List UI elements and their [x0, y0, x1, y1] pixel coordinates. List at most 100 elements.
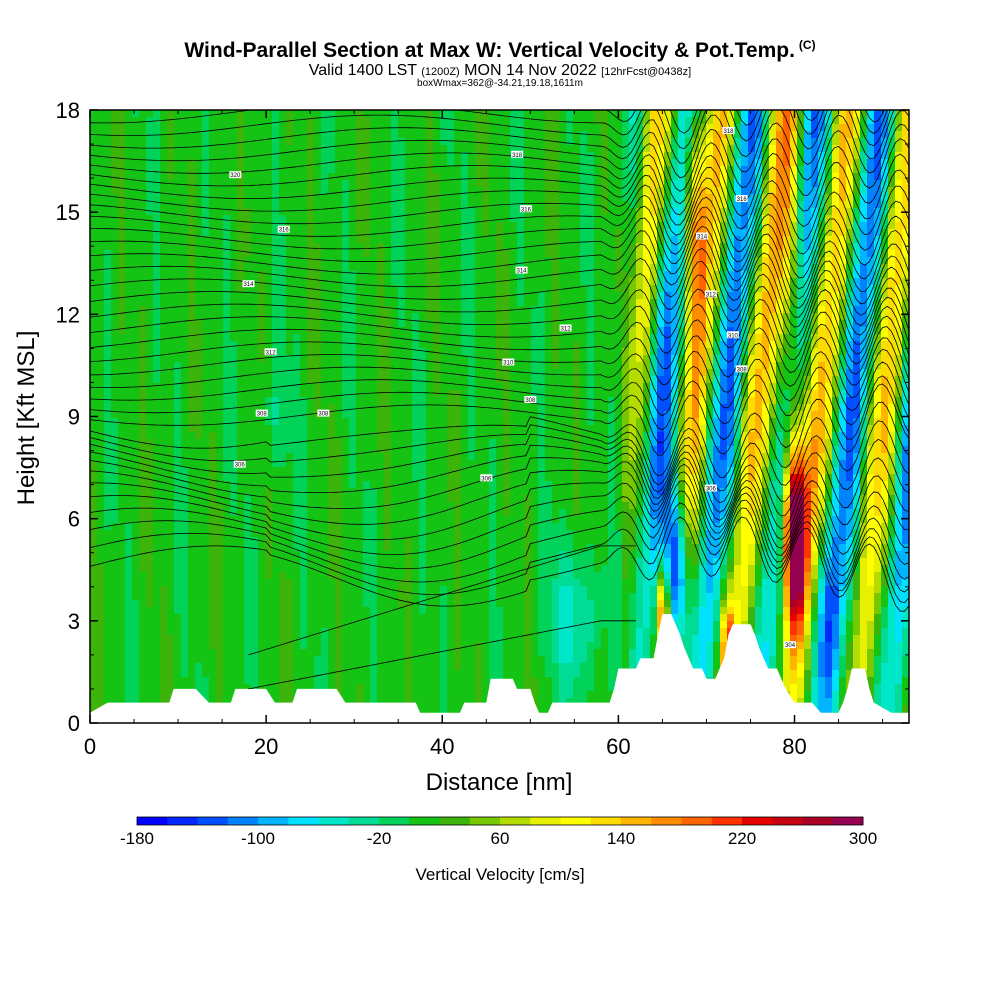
- field-cell: [97, 411, 105, 419]
- field-cell: [349, 593, 357, 601]
- field-cell: [237, 201, 245, 209]
- field-cell: [244, 187, 252, 195]
- field-cell: [447, 250, 455, 258]
- field-cell: [391, 404, 399, 412]
- field-cell: [181, 670, 189, 678]
- field-cell: [405, 467, 413, 475]
- field-cell: [307, 390, 315, 398]
- field-cell: [132, 593, 140, 601]
- field-cell: [356, 649, 364, 657]
- field-cell: [363, 145, 371, 153]
- field-cell: [125, 362, 133, 370]
- field-cell: [300, 313, 308, 321]
- field-cell: [216, 334, 224, 342]
- field-cell: [314, 551, 322, 559]
- field-cell: [405, 264, 413, 272]
- field-cell: [181, 502, 189, 510]
- field-cell: [314, 439, 322, 447]
- field-cell: [244, 131, 252, 139]
- field-cell: [391, 229, 399, 237]
- field-cell: [370, 369, 378, 377]
- field-cell: [384, 586, 392, 594]
- field-cell: [181, 173, 189, 181]
- field-cell: [391, 117, 399, 125]
- field-cell: [433, 516, 441, 524]
- field-cell: [251, 201, 259, 209]
- field-cell: [335, 222, 343, 230]
- field-cell: [202, 488, 210, 496]
- field-cell: [412, 173, 420, 181]
- field-cell: [195, 208, 203, 216]
- field-cell: [384, 474, 392, 482]
- field-cell: [265, 390, 273, 398]
- field-cell: [118, 285, 126, 293]
- field-cell: [104, 474, 112, 482]
- field-cell: [139, 166, 147, 174]
- field-cell: [153, 194, 161, 202]
- field-cell: [349, 460, 357, 468]
- field-cell: [293, 551, 301, 559]
- field-cell: [293, 635, 301, 643]
- field-cell: [286, 628, 294, 636]
- field-cell: [244, 530, 252, 538]
- field-cell: [482, 299, 490, 307]
- field-cell: [160, 663, 168, 671]
- field-cell: [384, 537, 392, 545]
- field-cell: [90, 663, 98, 671]
- field-cell: [153, 376, 161, 384]
- field-cell: [251, 208, 259, 216]
- field-cell: [426, 362, 434, 370]
- field-cell: [419, 530, 427, 538]
- field-cell: [405, 579, 413, 587]
- field-cell: [398, 607, 406, 615]
- field-cell: [153, 593, 161, 601]
- field-cell: [447, 544, 455, 552]
- field-cell: [132, 481, 140, 489]
- field-cell: [209, 313, 217, 321]
- field-cell: [447, 537, 455, 545]
- field-cell: [363, 110, 371, 118]
- field-cell: [202, 460, 210, 468]
- field-cell: [433, 124, 441, 132]
- field-cell: [209, 439, 217, 447]
- field-cell: [132, 460, 140, 468]
- field-cell: [468, 166, 476, 174]
- field-cell: [188, 194, 196, 202]
- field-cell: [321, 299, 329, 307]
- field-cell: [237, 397, 245, 405]
- field-cell: [111, 635, 119, 643]
- field-cell: [475, 544, 483, 552]
- field-cell: [181, 411, 189, 419]
- field-cell: [419, 635, 427, 643]
- field-cell: [286, 572, 294, 580]
- field-cell: [426, 404, 434, 412]
- field-cell: [461, 208, 469, 216]
- field-cell: [475, 278, 483, 286]
- field-cell: [377, 390, 385, 398]
- field-cell: [181, 313, 189, 321]
- field-cell: [293, 215, 301, 223]
- field-cell: [391, 558, 399, 566]
- field-cell: [146, 390, 154, 398]
- field-cell: [398, 327, 406, 335]
- field-cell: [202, 481, 210, 489]
- field-cell: [111, 516, 119, 524]
- field-cell: [104, 341, 112, 349]
- field-cell: [433, 173, 441, 181]
- field-cell: [237, 411, 245, 419]
- field-cell: [132, 649, 140, 657]
- field-cell: [447, 306, 455, 314]
- field-cell: [223, 523, 231, 531]
- field-cell: [258, 677, 266, 685]
- field-cell: [139, 145, 147, 153]
- field-cell: [433, 138, 441, 146]
- field-cell: [265, 285, 273, 293]
- field-cell: [209, 418, 217, 426]
- field-cell: [447, 509, 455, 517]
- field-cell: [468, 495, 476, 503]
- field-cell: [209, 131, 217, 139]
- field-cell: [174, 131, 182, 139]
- field-cell: [349, 656, 357, 664]
- field-cell: [223, 572, 231, 580]
- field-cell: [265, 523, 273, 531]
